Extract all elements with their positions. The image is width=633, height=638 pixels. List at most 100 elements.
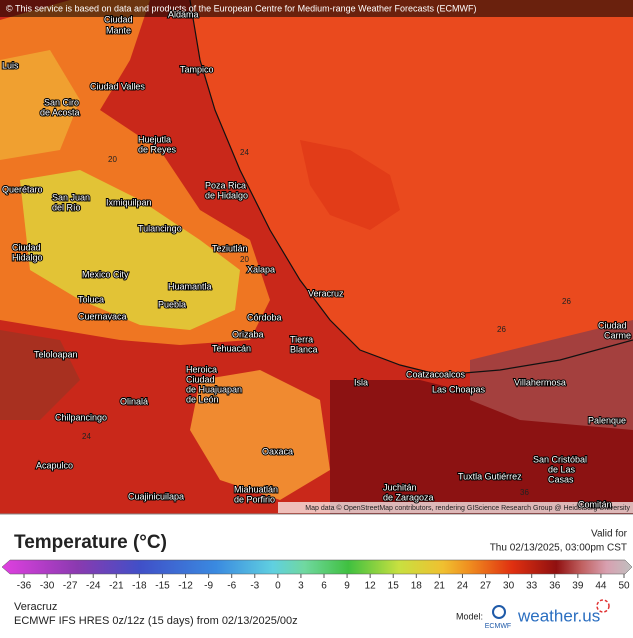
- place-label: Teziutlán: [212, 243, 248, 253]
- colorbar-tick-label: -12: [178, 581, 193, 592]
- colorbar-tick-label: 39: [572, 581, 584, 592]
- notice: © This service is based on data and prod…: [6, 3, 477, 13]
- colorbar-tick-label: -9: [204, 581, 213, 592]
- place-label: Ciudad: [104, 14, 133, 24]
- model-run: ECMWF IFS HRES 0z/12z (15 days) from 02/…: [14, 615, 298, 627]
- place-label: Ciudad: [186, 374, 215, 384]
- place-label: Miahuatlán: [234, 484, 278, 494]
- place-label: Las Choapas: [432, 384, 486, 394]
- place-label: Mante: [106, 25, 131, 35]
- colorbar-tick-label: -15: [155, 581, 170, 592]
- place-label: de Acosta: [40, 107, 80, 117]
- place-label: Tierra: [290, 334, 313, 344]
- place-label: Toluca: [78, 294, 104, 304]
- colorbar-tick-label: 0: [275, 581, 281, 592]
- colorbar-tick-label: 27: [480, 581, 492, 592]
- place-label: del Río: [52, 202, 81, 212]
- place-label: Luis: [2, 60, 19, 70]
- place-label: de Hidalgo: [205, 190, 248, 200]
- place-label: Ciudad: [598, 320, 627, 330]
- place-label: Teloloapan: [34, 349, 78, 359]
- place-label: Poza Rica: [205, 180, 246, 190]
- coastline: [189, 0, 633, 376]
- place-label: Tampico: [180, 64, 214, 74]
- place-label: Coatzacoalcos: [406, 369, 466, 379]
- place-label: Mexico City: [82, 269, 129, 279]
- colorbar-tick-label: 44: [595, 581, 607, 592]
- place-label: Tulancingo: [138, 223, 182, 233]
- place-label: Ixmiquilpan: [106, 197, 152, 207]
- brand[interactable]: weather.us: [517, 606, 600, 625]
- place-label: de León: [186, 394, 219, 404]
- sea-patch: [300, 140, 400, 230]
- highlands-north: [0, 50, 80, 160]
- place-label: Blanca: [290, 344, 318, 354]
- notice-bar: [0, 0, 633, 17]
- place-label: Carme: [604, 330, 631, 340]
- place-label: Querétaro: [2, 184, 43, 194]
- colorbar-tick-label: -24: [86, 581, 101, 592]
- contour-label: 26: [562, 297, 571, 306]
- place-label: de Porfirio: [234, 494, 275, 504]
- colorbar-tick-label: 36: [549, 581, 561, 592]
- brand-logo: [596, 599, 610, 613]
- contour-label: 24: [240, 148, 249, 157]
- place-label: Orizaba: [232, 329, 264, 339]
- place-label: Palenque: [588, 415, 626, 425]
- colorbar-tick-label: -21: [109, 581, 124, 592]
- colorbar-tick-label: 9: [344, 581, 350, 592]
- attribution: Map data © OpenStreetMap contributors, r…: [305, 504, 630, 512]
- ecmwf-text: ECMWF: [485, 623, 511, 630]
- colorbar-tick-label: 15: [388, 581, 400, 592]
- very-hot-east: [470, 320, 633, 430]
- colorbar-tick-label: -18: [132, 581, 147, 592]
- colorbar-tick-label: 33: [526, 581, 538, 592]
- location: Veracruz: [14, 601, 57, 613]
- place-label: Isla: [354, 377, 368, 387]
- colorbar-tick-label: 21: [434, 581, 446, 592]
- colorbar-tick-label: 30: [503, 581, 515, 592]
- valid-time: Thu 02/13/2025, 03:00pm CST: [490, 543, 627, 554]
- place-label: de Las: [548, 464, 576, 474]
- place-label: Ciudad Valles: [90, 81, 145, 91]
- place-label: Heroica: [186, 364, 217, 374]
- place-label: San Juan: [52, 192, 90, 202]
- colorbar-tick-label: 24: [457, 581, 469, 592]
- place-label: Cuajinicuilapa: [128, 491, 184, 501]
- colorbar-tick-label: 6: [321, 581, 327, 592]
- place-label: Casas: [548, 474, 574, 484]
- colorbar-tick-label: -27: [63, 581, 78, 592]
- place-label: San Ciro: [44, 97, 79, 107]
- place-label: Tehuacán: [212, 343, 251, 353]
- colorbar-ticks: -36 -30 -27 -24 -21 -18 -15 -12 -9 -6 -3 0 3 6 9 12 15 18…: [17, 574, 630, 592]
- place-label: Oaxaca: [262, 446, 293, 456]
- place-label: Tuxtla Gutiérrez: [458, 471, 522, 481]
- colorbar-tick-label: -3: [250, 581, 259, 592]
- hot-west: [0, 330, 80, 420]
- legend-title: Temperature (°C): [14, 532, 167, 553]
- colorbar: [1, 559, 633, 575]
- contour-label: 24: [82, 432, 91, 441]
- contour-label: 26: [497, 325, 506, 334]
- colorbar-tick-label: 12: [365, 581, 377, 592]
- place-label: Xalapa: [247, 264, 275, 274]
- place-label: Córdoba: [247, 312, 282, 322]
- place-label: San Cristóbal: [533, 454, 587, 464]
- model-label: Model:: [456, 611, 483, 621]
- map: © This service is based on data and prod…: [0, 0, 633, 515]
- cool-highlands: [20, 170, 240, 330]
- contour-label: 20: [240, 255, 249, 264]
- place-label: Aldama: [168, 9, 199, 19]
- colorbar-tick-label: 18: [411, 581, 423, 592]
- place-label: Olinalá: [120, 396, 148, 406]
- place-label: Acapulco: [36, 460, 73, 470]
- colorbar-tick-label: -30: [40, 581, 55, 592]
- colorbar-tick-label: 50: [618, 581, 630, 592]
- place-label: de Reyes: [138, 144, 177, 154]
- place-label: Huamantla: [168, 281, 212, 291]
- colorbar-tick-label: -6: [227, 581, 236, 592]
- place-label: de Huajuapan: [186, 384, 242, 394]
- place-label: de Zaragoza: [383, 492, 434, 502]
